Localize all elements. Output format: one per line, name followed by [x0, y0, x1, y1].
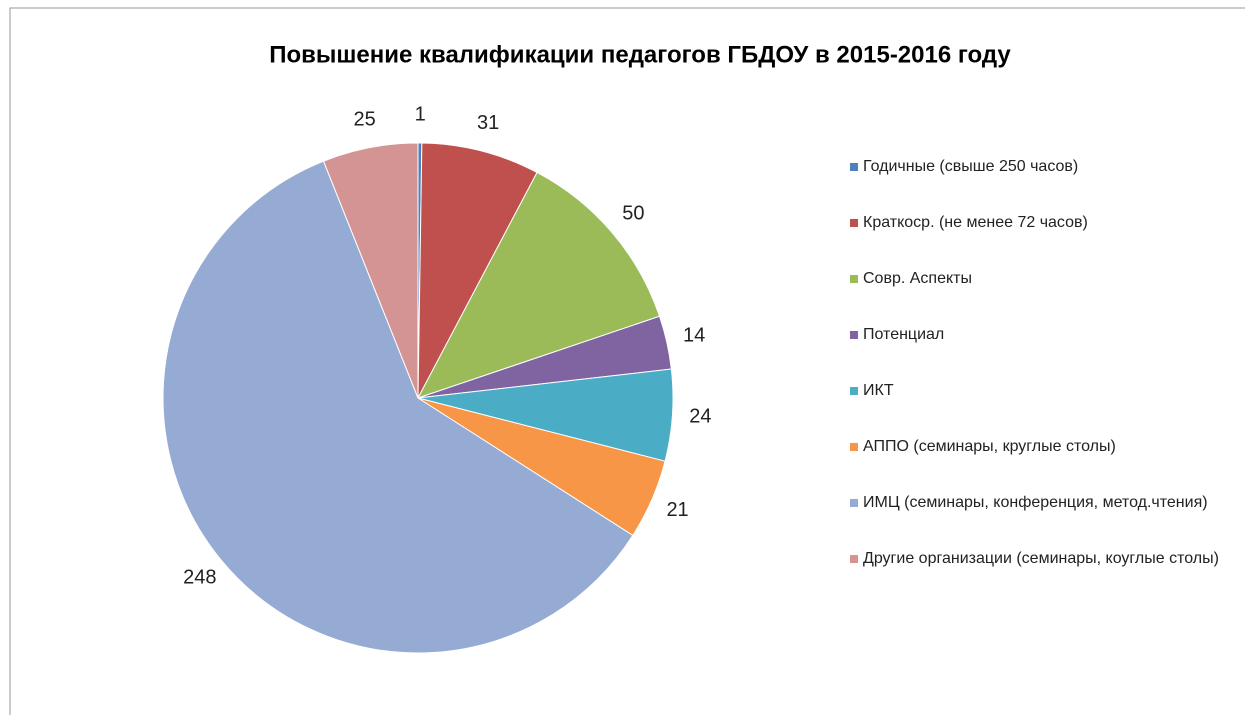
legend-swatch: [850, 331, 858, 339]
legend-label: Другие организации (семинары, коуглые ст…: [863, 550, 1219, 567]
legend-item: Потенциал: [850, 324, 1240, 346]
data-label: 14: [683, 325, 705, 347]
legend-label: ИМЦ (семинары, конференция, метод.чтения…: [863, 494, 1208, 511]
data-label: 31: [477, 112, 499, 134]
legend-swatch: [850, 555, 858, 563]
legend-item: Совр. Аспекты: [850, 268, 1240, 290]
data-label: 1: [415, 103, 426, 125]
legend-label: Потенциал: [863, 326, 945, 343]
legend-item: ИКТ: [850, 380, 1240, 402]
legend-label: ИКТ: [863, 382, 894, 399]
pie-slice: [416, 171, 661, 399]
legend-item: Краткоср. (не менее 72 часов): [850, 212, 1240, 234]
legend-swatch: [850, 219, 858, 227]
legend-item: Другие организации (семинары, коуглые ст…: [850, 548, 1240, 570]
data-label: 24: [689, 406, 711, 428]
legend-label: АППО (семинары, круглые столы): [863, 438, 1116, 455]
legend-item: ИМЦ (семинары, конференция, метод.чтения…: [850, 492, 1240, 514]
legend-swatch: [850, 499, 858, 507]
pie-slice: [322, 142, 419, 399]
data-label: 248: [183, 567, 216, 589]
legend-item: АППО (семинары, круглые столы): [850, 436, 1240, 458]
frame: [9, 7, 1245, 715]
legend-label: Годичные (свыше 250 часов): [863, 158, 1079, 175]
pie-slice: [417, 142, 538, 399]
data-label: 25: [354, 108, 376, 130]
legend-swatch: [850, 275, 858, 283]
data-label: 50: [622, 203, 644, 225]
legend-item: Годичные (свыше 250 часов): [850, 156, 1240, 178]
chart-title: Повышение квалификации педагогов ГБДОУ в…: [269, 41, 1011, 68]
legend-label: Совр. Аспекты: [863, 270, 972, 287]
legend-swatch: [850, 443, 858, 451]
legend-swatch: [850, 387, 858, 395]
data-label: 21: [666, 499, 688, 521]
pie-slice: [162, 160, 634, 654]
legend-label: Краткоср. (не менее 72 часов): [863, 214, 1088, 231]
legend-swatch: [850, 163, 858, 171]
